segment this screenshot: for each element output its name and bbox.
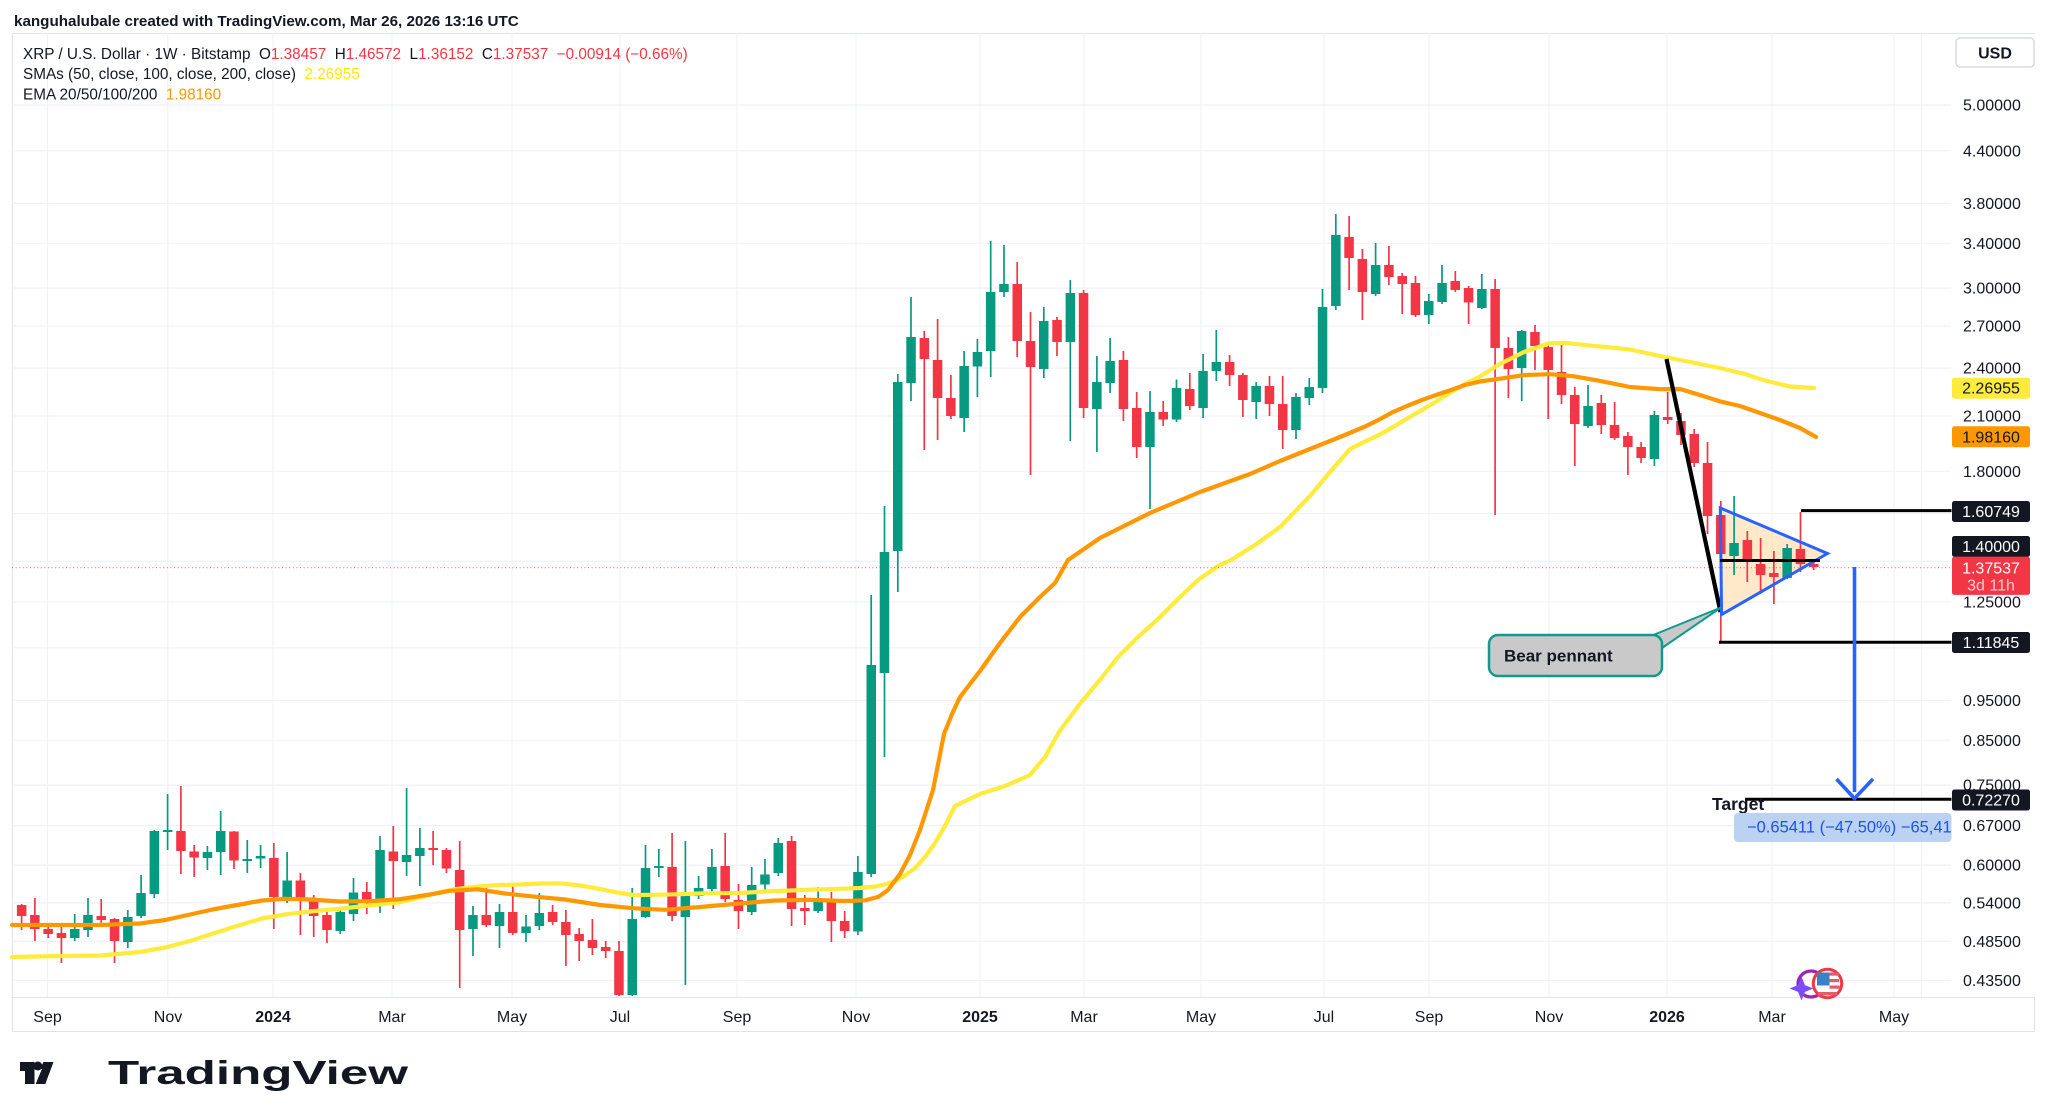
svg-text:2.70000: 2.70000 (1963, 318, 2021, 335)
svg-text:0.67000: 0.67000 (1963, 818, 2021, 835)
svg-text:kanguhalubale created with Tra: kanguhalubale created with TradingView.c… (14, 13, 519, 30)
svg-text:Jul: Jul (1314, 1009, 1334, 1026)
svg-text:2024: 2024 (255, 1009, 291, 1026)
svg-text:1.98160: 1.98160 (1962, 429, 2020, 446)
svg-text:Bear pennant: Bear pennant (1504, 647, 1613, 666)
svg-text:0.85000: 0.85000 (1963, 733, 2021, 750)
svg-text:2.26955: 2.26955 (1962, 381, 2020, 398)
svg-text:Nov: Nov (842, 1009, 870, 1026)
svg-text:0.43500: 0.43500 (1963, 973, 2021, 990)
svg-text:Sep: Sep (33, 1009, 62, 1026)
svg-text:0.95000: 0.95000 (1963, 693, 2021, 710)
svg-text:1.11845: 1.11845 (1963, 635, 2020, 652)
svg-text:2.40000: 2.40000 (1963, 361, 2021, 378)
svg-text:3.40000: 3.40000 (1963, 236, 2021, 253)
svg-text:Target: Target (1712, 794, 1764, 814)
svg-text:1.40000: 1.40000 (1962, 539, 2020, 556)
svg-text:3d 11h: 3d 11h (1967, 578, 2015, 595)
svg-text:4.40000: 4.40000 (1963, 143, 2021, 160)
svg-text:0.72270: 0.72270 (1962, 793, 2020, 810)
svg-text:0.48500: 0.48500 (1963, 934, 2021, 951)
svg-text:May: May (1879, 1009, 1909, 1026)
svg-text:Nov: Nov (1535, 1009, 1563, 1026)
svg-text:Nov: Nov (154, 1009, 182, 1026)
svg-text:1.37537: 1.37537 (1962, 561, 2020, 578)
svg-text:2.10000: 2.10000 (1963, 409, 2021, 426)
svg-text:EMA 20/50/100/200 1.98160: EMA 20/50/100/200 1.98160 (23, 87, 221, 104)
svg-text:2025: 2025 (962, 1009, 998, 1026)
svg-text:1.80000: 1.80000 (1963, 464, 2021, 481)
svg-text:5.00000: 5.00000 (1963, 98, 2021, 115)
svg-text:1.25000: 1.25000 (1963, 595, 2021, 612)
svg-text:USD: USD (1978, 46, 2012, 63)
svg-text:−0.65411 (−47.50%) −65,41: −0.65411 (−47.50%) −65,41 (1747, 819, 1952, 837)
svg-text:2026: 2026 (1649, 1009, 1685, 1026)
svg-text:Mar: Mar (1758, 1009, 1786, 1026)
svg-text:Mar: Mar (1070, 1009, 1098, 1026)
svg-text:3.00000: 3.00000 (1963, 281, 2021, 298)
svg-text:May: May (497, 1009, 527, 1026)
svg-text:Sep: Sep (723, 1009, 752, 1026)
svg-text:Sep: Sep (1415, 1009, 1444, 1026)
svg-text:Mar: Mar (378, 1009, 406, 1026)
svg-text:XRP / U.S. Dollar · 1W · Bitst: XRP / U.S. Dollar · 1W · Bitstamp O1.384… (23, 46, 688, 63)
svg-text:SMAs (50, close, 100, close, 2: SMAs (50, close, 100, close, 200, close)… (23, 66, 360, 83)
svg-text:3.80000: 3.80000 (1963, 196, 2021, 213)
svg-text:0.54000: 0.54000 (1963, 895, 2021, 912)
svg-text:1.60749: 1.60749 (1962, 504, 2020, 521)
svg-text:0.60000: 0.60000 (1963, 858, 2021, 875)
svg-text:May: May (1186, 1009, 1216, 1026)
svg-text:TradingView: TradingView (108, 1055, 409, 1092)
svg-text:Jul: Jul (610, 1009, 630, 1026)
